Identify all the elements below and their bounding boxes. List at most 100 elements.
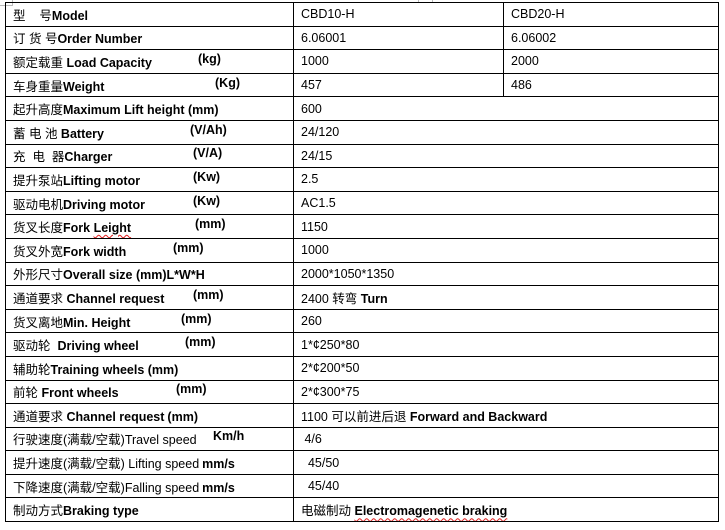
table-row: 货叉外宽Fork width (mm) 1000	[5, 237, 719, 263]
table-row: 货叉长度Fork Leight (mm) 1150	[5, 214, 719, 239]
spec-label-cell: 提升速度(满载/空载) Lifting speed mm/s	[5, 450, 294, 475]
spec-label-en: Travel speed	[124, 433, 197, 448]
table-row: 通道要求 Channel request (mm) 1100 可以前进后退 Forw…	[5, 403, 719, 428]
spec-value: 260	[301, 314, 322, 329]
spec-value: 6.06001	[301, 30, 347, 45]
table-row: 下降速度(满载/空载)Falling speed mm/s 45/40	[5, 473, 719, 499]
spec-value-cell: 6.06001	[293, 25, 504, 51]
spec-table: 型 号Model CBD10-H CBD20-H 订 货 号Order Number 6…	[5, 2, 719, 523]
spec-label-cn: 驱动轮	[13, 339, 58, 354]
spec-value-cell: 1*¢250*80	[293, 332, 719, 357]
spec-value: 2.5	[301, 172, 319, 187]
spec-value-en: Turn	[360, 291, 388, 306]
spec-value-cell: 1150	[293, 214, 719, 239]
spec-value-cell: 600	[293, 96, 719, 121]
spec-label-en: Charger	[64, 150, 113, 165]
spec-value-cell: 1100 可以前进后退 Forward and Backward	[293, 403, 719, 428]
spec-unit: (Kg)	[215, 75, 240, 90]
spec-value-cell: 45/40	[293, 473, 719, 499]
spec-label-en: Training wheels (mm)	[50, 362, 179, 377]
spec-label-cn: 型 号	[13, 8, 52, 23]
spec-value-cell: 486	[503, 72, 719, 98]
table-row: 额定载重 Load Capacity (kg) 1000 2000	[5, 49, 719, 74]
table-row: 外形尺寸Overall size (mm)L*W*H 2000*1050*1350	[5, 261, 719, 287]
spec-label-en: Fork width	[63, 244, 127, 259]
spec-unit: (V/A)	[193, 146, 223, 161]
spec-value: 2*¢300*75	[301, 384, 360, 399]
spec-label-cn: 起升高度	[13, 103, 64, 118]
spec-value-cell: 1000	[293, 49, 504, 74]
spec-label-cn: 订 货 号	[13, 32, 58, 47]
spec-unit: (mm)	[167, 409, 198, 424]
spec-label-cell: 辅助轮Training wheels (mm)	[5, 355, 294, 381]
spec-value: 1100 可以前进后退	[301, 409, 410, 424]
spec-label-en: Fork Leight	[63, 221, 132, 236]
spec-value-cell: 260	[293, 308, 719, 334]
table-row: 前轮 Front wheels (mm) 2*¢300*75	[5, 379, 719, 405]
spec-label-cell: 额定载重 Load Capacity (kg)	[5, 49, 294, 74]
spec-label-cell: 提升泵站Lifting motor (Kw)	[5, 167, 294, 192]
spec-label-en: Maximum Lift height (mm)	[63, 103, 219, 118]
spec-value-cell: 6.06002	[503, 25, 719, 51]
spec-label-cell: 型 号Model	[5, 2, 294, 27]
spec-label-en: Weight	[63, 79, 105, 94]
spec-label-cn: 车身重量	[13, 79, 64, 94]
spec-label-cell: 行驶速度(满载/空载)Travel speed Km/h	[5, 426, 294, 452]
spec-value-cell: 2*¢200*50	[293, 355, 719, 381]
spec-label-en: Front wheels	[41, 386, 119, 401]
spec-label-cell: 通道要求 Channel request (mm)	[5, 285, 294, 310]
spec-value: CBD10-H	[301, 7, 355, 22]
spec-unit: (V/Ah)	[190, 122, 227, 137]
spec-value: 2400 转弯	[301, 291, 361, 306]
spec-label-en: Driving motor	[63, 197, 145, 212]
spec-label-en: Falling speed	[124, 480, 200, 495]
spec-value: 45/40	[301, 479, 340, 494]
spec-value-cell: 2000	[503, 49, 719, 74]
spec-label-cn: 制动方式	[13, 504, 64, 519]
table-row: 起升高度Maximum Lift height (mm) 600	[5, 96, 719, 121]
spec-value: 4/6	[301, 431, 322, 446]
spec-label-en: Driving wheel	[57, 339, 139, 354]
spec-label-cn: 提升泵站	[13, 173, 64, 188]
table-row: 订 货 号Order Number 6.06001 6.06002	[5, 25, 719, 51]
spec-value: AC1.5	[301, 196, 336, 211]
spec-label-cell: 货叉外宽Fork width (mm)	[5, 237, 294, 263]
spec-value-cell: 24/120	[293, 119, 719, 145]
spec-label-cn: 货叉离地	[13, 315, 64, 330]
spec-label-en: Braking type	[63, 504, 139, 519]
spec-label-cell: 前轮 Front wheels (mm)	[5, 379, 294, 405]
table-row: 驱动轮 Driving wheel (mm) 1*¢250*80	[5, 332, 719, 357]
table-row: 型 号Model CBD10-H CBD20-H	[5, 2, 719, 27]
spec-unit: (kg)	[198, 51, 221, 66]
spec-value: 24/120	[301, 125, 340, 140]
spec-value: 600	[301, 101, 322, 116]
spec-label-en: Channel request	[66, 291, 165, 306]
spec-value: 457	[301, 78, 322, 93]
spec-unit: Km/h	[213, 429, 245, 444]
spec-label-cell: 充 电 器Charger (V/A)	[5, 143, 294, 169]
spec-label-en: Load Capacity	[66, 55, 152, 70]
spec-label-cell: 订 货 号Order Number	[5, 25, 294, 51]
spec-value-cell: 457	[293, 72, 504, 98]
spec-value-en: Forward and Backward	[409, 409, 548, 424]
spec-value-cell: 4/6	[293, 426, 719, 452]
spec-label-cell: 通道要求 Channel request (mm)	[5, 403, 294, 428]
spec-label-cell: 起升高度Maximum Lift height (mm)	[5, 96, 294, 121]
spec-label-en: Channel request	[66, 409, 165, 424]
table-row: 驱动电机Driving motor (Kw) AC1.5	[5, 190, 719, 216]
spec-value-cell: 2400 转弯 Turn	[293, 285, 719, 310]
page-corner-mark	[418, 0, 433, 3]
spec-label-en: Min. Height	[63, 315, 131, 330]
spec-unit: (mm)	[185, 335, 216, 350]
table-row: 货叉离地Min. Height (mm) 260	[5, 308, 719, 334]
spec-value: 1000	[301, 243, 329, 258]
table-row: 行驶速度(满载/空载)Travel speed Km/h 4/6	[5, 426, 719, 452]
spec-label-en: Battery	[60, 126, 104, 141]
spec-value-cell: CBD10-H	[293, 2, 504, 27]
spec-value: 6.06002	[511, 30, 557, 45]
spec-value-cell: 1000	[293, 237, 719, 263]
spec-label-cn: 外形尺寸	[13, 268, 64, 283]
table-row: 提升泵站Lifting motor (Kw) 2.5	[5, 167, 719, 192]
spec-unit: (mm)	[176, 382, 207, 397]
spec-label-cn: 通道要求	[13, 409, 67, 424]
